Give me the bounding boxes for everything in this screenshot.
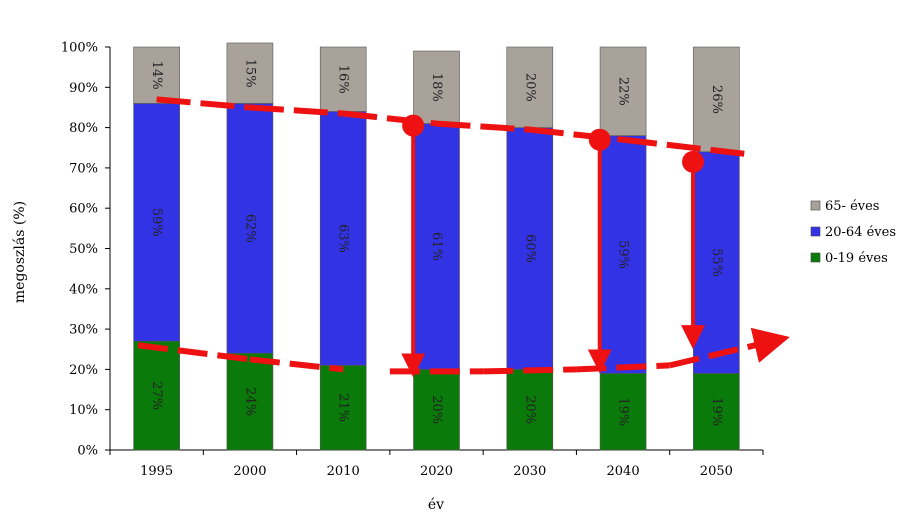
lower-trend-dash	[249, 356, 344, 373]
bar-segment	[413, 50, 460, 124]
data-label: 14%	[149, 61, 164, 90]
y-tick-label: 70%	[69, 161, 98, 176]
data-label: 19%	[709, 397, 724, 426]
bar-segment	[599, 373, 647, 451]
x-tick-label: 2050	[700, 464, 733, 479]
y-tick-label: 100%	[61, 41, 98, 56]
upper-trend-dash	[156, 96, 251, 111]
data-label: 16%	[336, 65, 351, 94]
y-tick-labels: 0% 10% 20% 30% 40% 50% 60% 70% 80% 90% 100%	[61, 41, 110, 459]
bar-segment	[506, 127, 554, 370]
bar-segment	[506, 369, 554, 451]
lower-trend-dash	[576, 362, 670, 373]
data-label: 63%	[336, 224, 351, 253]
bar-segment	[599, 46, 647, 136]
drop-point	[402, 114, 425, 137]
upper-trend-dash	[249, 104, 344, 117]
legend: 65- éves 20-64 éves 0-19 éves	[810, 199, 896, 266]
bar-segment	[133, 340, 180, 451]
data-label: 20%	[522, 395, 537, 424]
x-tick-label: 2030	[513, 464, 546, 479]
data-label: 26%	[709, 85, 724, 114]
data-label: 61%	[429, 232, 444, 261]
data-labels: 27% 59% 14% 24% 62% 15% 21% 63% 16% 20% 61% 18% 20% 6…	[149, 59, 724, 426]
upper-trend-dash	[529, 126, 624, 143]
trend-annotations	[137, 96, 790, 378]
upper-trend-dash	[342, 110, 437, 127]
data-label: 15%	[242, 59, 257, 88]
legend-swatch	[810, 252, 821, 263]
legend-label: 0-19 éves	[825, 251, 888, 266]
x-axis-title: év	[428, 497, 444, 513]
legend-swatch	[810, 200, 821, 211]
lower-trend-dash	[137, 342, 251, 363]
bar-segment	[693, 373, 740, 451]
y-axis-title: megoszlás (%)	[12, 201, 28, 303]
bar-segment	[413, 123, 460, 370]
bar-segment	[226, 103, 274, 354]
x-tick-label: 2020	[420, 464, 453, 479]
data-label: 24%	[242, 387, 257, 416]
lower-trend-dash	[483, 366, 577, 375]
data-label: 22%	[616, 77, 631, 106]
data-label: 60%	[522, 234, 537, 263]
x-tick-label: 2040	[607, 464, 640, 479]
y-tick-label: 30%	[69, 323, 98, 338]
y-tick-label: 0%	[77, 444, 98, 459]
y-tick-label: 60%	[69, 202, 98, 217]
legend-label: 65- éves	[825, 199, 879, 214]
data-label: 59%	[149, 208, 164, 237]
y-tick-label: 90%	[69, 81, 98, 96]
y-tick-label: 40%	[69, 282, 98, 297]
bar-segment	[693, 46, 740, 153]
bar-segment	[133, 46, 180, 104]
y-tick-label: 20%	[69, 363, 98, 378]
data-label: 62%	[242, 214, 257, 243]
bar-segment	[319, 111, 367, 366]
bar-segment	[506, 46, 554, 128]
data-label: 20%	[429, 395, 444, 424]
bar-segment	[226, 42, 274, 104]
data-label: 19%	[616, 397, 631, 426]
y-tick-label: 10%	[69, 403, 98, 418]
legend-label: 20-64 éves	[825, 225, 896, 240]
x-tick-labels: 1995 2000 2010 2020 2030 2040 2050	[109, 450, 764, 479]
x-tick-label: 1995	[140, 464, 173, 479]
upper-trend-dash	[436, 120, 530, 133]
data-label: 27%	[149, 381, 164, 410]
upper-trend-dash	[622, 136, 745, 157]
bar-segment	[319, 365, 367, 451]
lower-trend-dash	[669, 327, 790, 369]
y-tick-label: 80%	[69, 121, 98, 136]
legend-swatch	[810, 226, 821, 237]
bar-segment	[226, 352, 274, 451]
data-label: 20%	[522, 73, 537, 102]
data-label: 55%	[709, 248, 724, 277]
x-tick-label: 2010	[327, 464, 360, 479]
data-label: 59%	[616, 240, 631, 269]
bars	[133, 42, 740, 451]
bar-segment	[319, 46, 367, 112]
x-tick-label: 2000	[233, 464, 266, 479]
data-label: 21%	[336, 393, 351, 422]
data-label: 18%	[429, 73, 444, 102]
y-tick-label: 50%	[69, 242, 98, 257]
